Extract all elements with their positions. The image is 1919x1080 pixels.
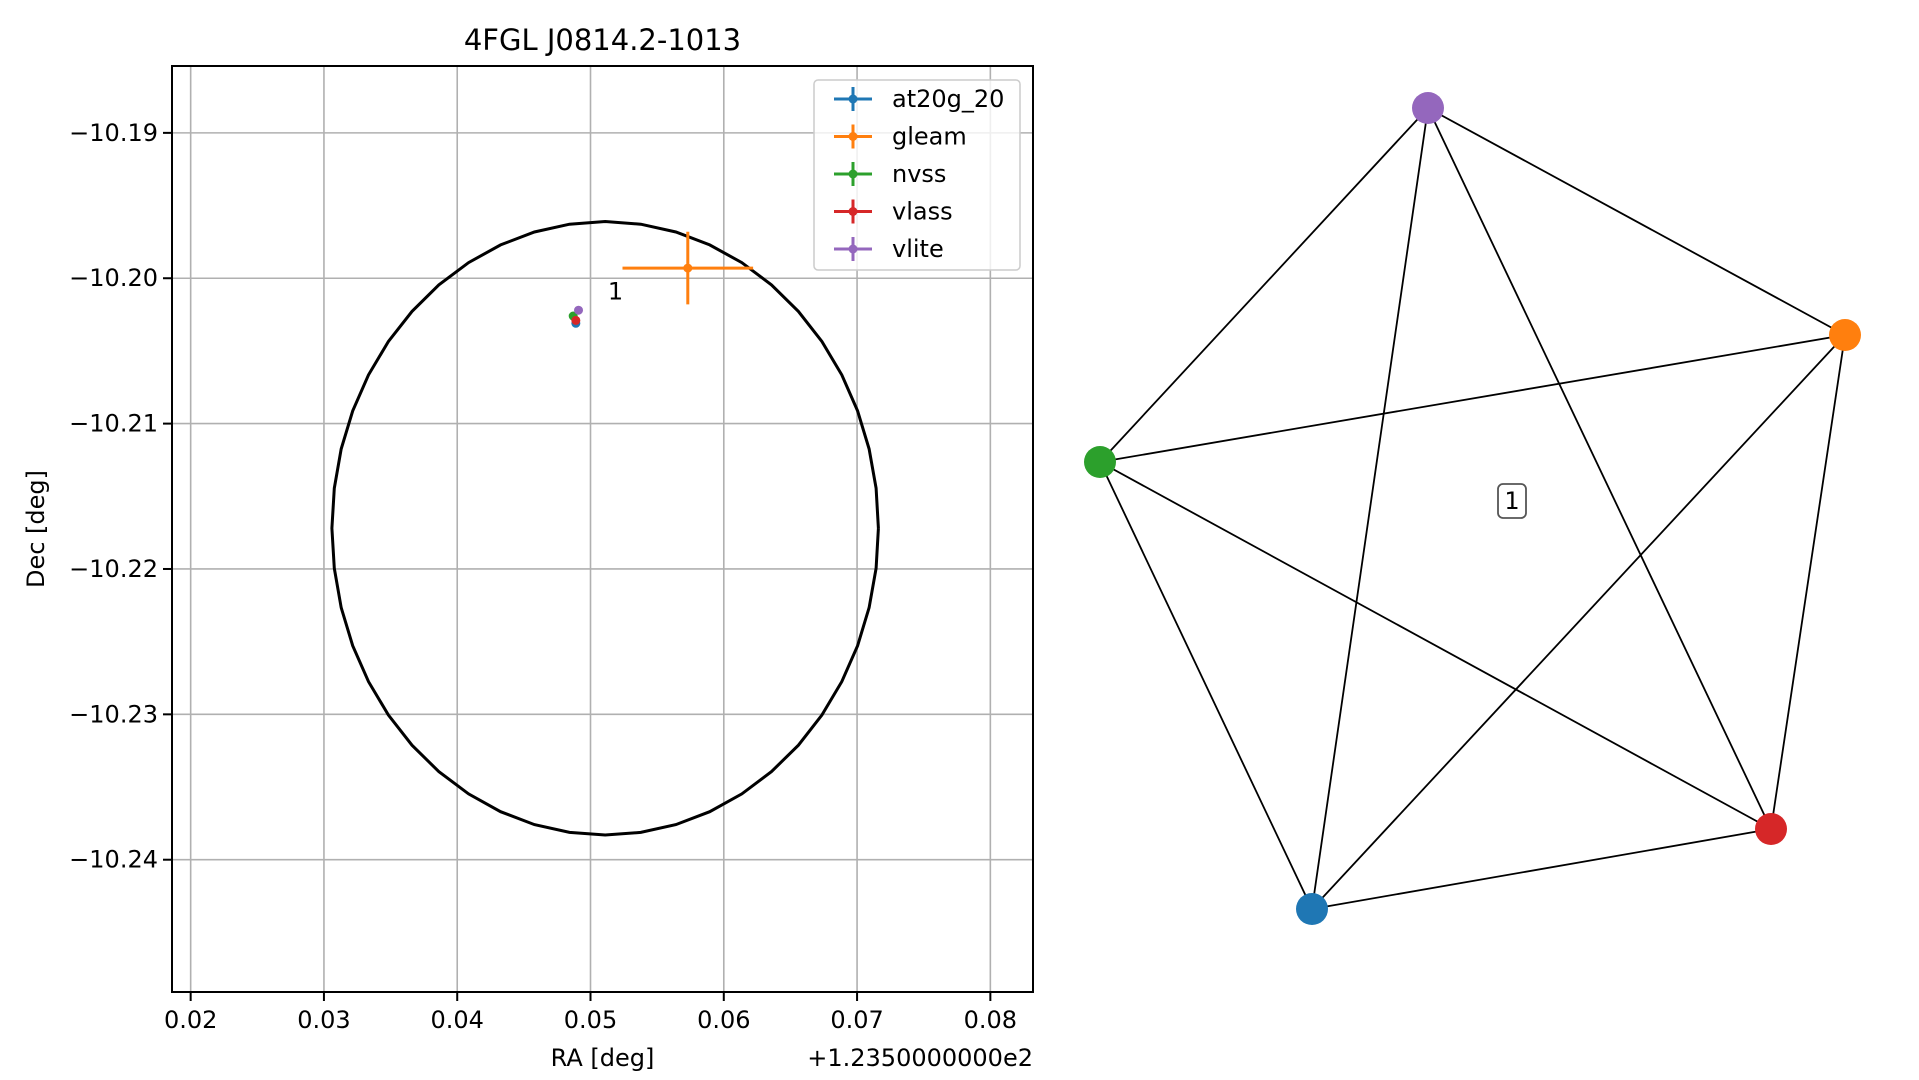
x-tick-label: 0.08: [964, 1006, 1017, 1034]
legend-marker-at20g_20: [848, 94, 858, 104]
plot-title: 4FGL J0814.2-1013: [464, 23, 741, 57]
cluster-label-box: 1: [1497, 483, 1527, 519]
edge-gleam-at20g_20: [1311, 334, 1846, 910]
marker-vlass: [571, 315, 581, 325]
y-tick-label: −10.20: [69, 264, 158, 292]
plot-frame: [171, 65, 1034, 993]
cluster-label-frame: [1497, 483, 1527, 519]
x-axis-label: RA [deg]: [551, 1044, 655, 1072]
legend-marker-nvss: [848, 169, 858, 179]
legend-label-gleam: gleam: [892, 123, 967, 151]
y-tick-label: −10.24: [69, 846, 158, 874]
legend-entry-vlite: vlite: [834, 235, 944, 263]
cluster-annotation: 1: [608, 277, 623, 305]
legend-box: [813, 79, 1021, 271]
x-tick-label: 0.03: [297, 1006, 350, 1034]
x-tick-label: 0.04: [431, 1006, 484, 1034]
y-tick-label: −10.19: [69, 119, 158, 147]
point-vlass: [571, 315, 581, 325]
legend-marker-gleam: [848, 132, 858, 141]
y-tick-label: −10.23: [69, 700, 158, 728]
point-gleam: [622, 231, 754, 305]
legend-marker-vlass: [848, 207, 858, 216]
legend-entry-nvss: nvss: [834, 160, 946, 188]
x-tick-label: 0.05: [564, 1006, 617, 1034]
x-tick-label: 0.06: [697, 1006, 750, 1034]
points-layer: [568, 231, 754, 328]
edge-gleam-vlass: [1770, 334, 1846, 830]
legend-entry-vlass: vlass: [834, 198, 953, 226]
x-tick-label: 0.07: [830, 1006, 883, 1034]
edge-gleam-nvss: [1099, 334, 1846, 463]
graph-nodes: [1084, 92, 1861, 925]
legend-entry-gleam: gleam: [834, 123, 967, 151]
edge-vlite-at20g_20: [1311, 107, 1429, 910]
x-tick-label: 0.02: [164, 1006, 217, 1034]
legend-label-vlass: vlass: [892, 198, 953, 226]
node-gleam: [1829, 319, 1861, 351]
error-ellipse: [330, 219, 880, 837]
marker-vlite: [574, 305, 584, 315]
edge-at20g_20-vlass: [1311, 828, 1772, 910]
legend-entry-at20g_20: at20g_20: [834, 85, 1004, 113]
y-tick-label: −10.22: [69, 555, 158, 583]
marker-gleam: [683, 263, 693, 273]
association-graph: 1: [1084, 92, 1861, 925]
node-vlass: [1755, 813, 1787, 845]
legend-marker-vlite: [848, 244, 858, 254]
cluster-label: 1: [1504, 487, 1519, 515]
graph-edges: [1099, 107, 1846, 910]
edge-vlite-gleam: [1427, 107, 1846, 336]
point-vlite: [574, 305, 584, 315]
grid: [172, 66, 1033, 992]
edge-nvss-at20g_20: [1099, 461, 1313, 910]
source-position-plot: 1 0.02 0.03 0.04 0.05 0.06 0.07 0.08 −10.19 −10.…: [22, 23, 1034, 1072]
legend-label-vlite: vlite: [892, 235, 944, 263]
edge-vlite-vlass: [1427, 107, 1772, 830]
node-vlite: [1412, 92, 1444, 124]
legend-label-nvss: nvss: [892, 160, 946, 188]
ellipse-layer: [330, 219, 880, 837]
ticks: 0.02 0.03 0.04 0.05 0.06 0.07 0.08 −10.19 −10.20…: [69, 119, 1017, 1034]
edge-nvss-vlass: [1099, 461, 1772, 830]
node-at20g_20: [1296, 893, 1328, 925]
node-nvss: [1084, 446, 1116, 478]
y-tick-label: −10.21: [69, 410, 158, 438]
legend-label-at20g_20: at20g_20: [892, 85, 1004, 113]
x-axis-offset-label: +1.2350000000e2: [807, 1044, 1033, 1072]
y-axis-label: Dec [deg]: [22, 470, 50, 588]
edge-vlite-nvss: [1099, 107, 1429, 463]
